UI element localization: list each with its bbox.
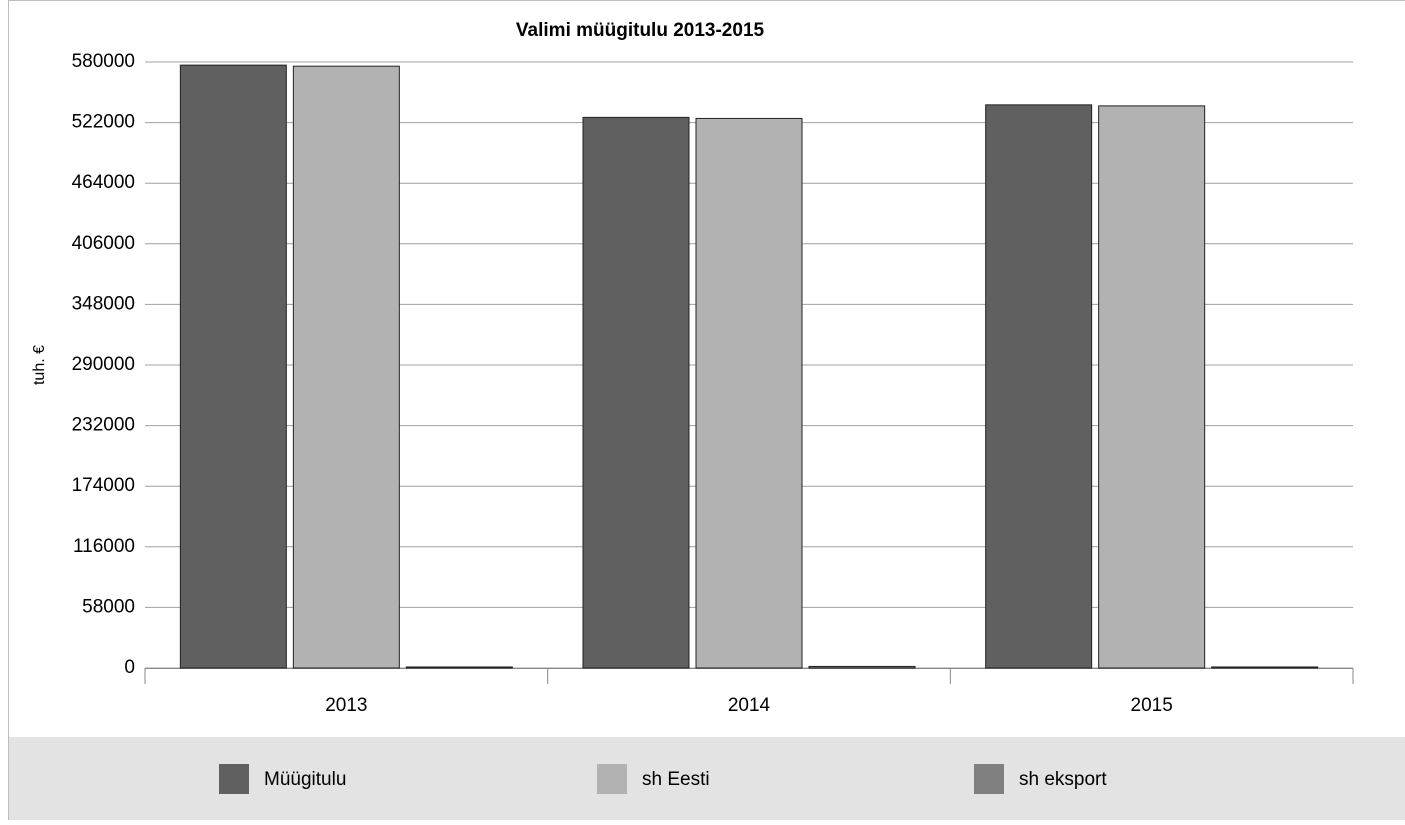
y-tick-label: 290000 — [72, 354, 135, 375]
legend-swatch — [974, 764, 1004, 794]
y-tick-label: 58000 — [82, 596, 135, 617]
y-tick-label: 174000 — [72, 475, 135, 496]
bar — [1212, 667, 1318, 668]
bar — [583, 117, 689, 668]
y-tick-label: 522000 — [72, 112, 135, 133]
x-tick-label: 2013 — [325, 695, 367, 716]
legend-swatch — [219, 764, 249, 794]
legend-label: sh Eesti — [642, 769, 710, 790]
bar — [696, 118, 802, 668]
y-tick-label: 232000 — [72, 415, 135, 436]
chart-title: Valimi müügitulu 2013-2015 — [516, 20, 765, 41]
bar — [809, 666, 915, 668]
x-tick-label: 2015 — [1131, 695, 1173, 716]
y-tick-label: 0 — [124, 657, 135, 678]
y-tick-label: 116000 — [73, 536, 135, 557]
legend-label: Müügitulu — [264, 769, 346, 790]
bar — [180, 65, 286, 668]
y-tick-label: 406000 — [72, 233, 135, 254]
bar — [293, 66, 399, 668]
y-tick-label: 348000 — [72, 293, 135, 314]
bar — [986, 105, 1092, 668]
legend-label: sh eksport — [1019, 769, 1107, 790]
y-tick-label: 580000 — [72, 51, 135, 72]
y-tick-label: 464000 — [72, 172, 135, 193]
bar — [1099, 106, 1205, 668]
y-axis-title: tuh. € — [31, 345, 48, 385]
legend-swatch — [597, 764, 627, 794]
x-tick-label: 2014 — [728, 695, 771, 716]
bar — [406, 667, 512, 668]
